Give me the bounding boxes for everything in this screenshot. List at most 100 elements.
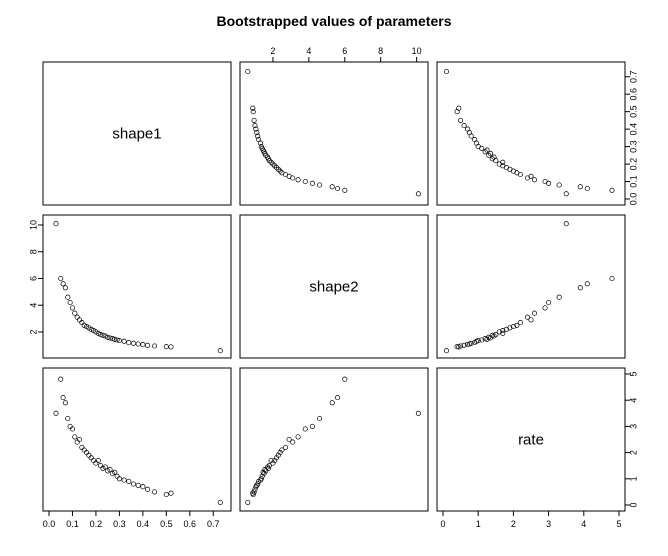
point-shape2-vs-rate-15 xyxy=(500,328,506,334)
point-shape1-vs-rate-20 xyxy=(491,154,497,160)
point-rate-vs-shape1-0 xyxy=(53,410,59,416)
point-shape1-vs-rate-19 xyxy=(489,156,495,162)
point-shape1-vs-rate-4 xyxy=(556,182,562,188)
point-rate-vs-shape2-17 xyxy=(268,457,274,464)
panel-shape1-shape2 xyxy=(239,61,429,206)
point-rate-vs-shape1-32 xyxy=(145,486,151,492)
y-tick-label-shape1-3: 0.3 xyxy=(628,140,638,153)
panel-shape1-shape1 xyxy=(42,61,232,206)
point-rate-vs-shape1-6 xyxy=(69,426,76,432)
point-rate-vs-shape2-19 xyxy=(265,465,271,471)
point-rate-vs-shape2-6 xyxy=(302,426,308,432)
point-shape2-vs-rate-36 xyxy=(443,348,450,354)
point-rate-vs-shape1-28 xyxy=(126,478,132,484)
point-rate-vs-shape2-10 xyxy=(282,444,289,450)
panel-rate-rate xyxy=(436,367,626,512)
point-shape2-vs-shape1-10 xyxy=(79,320,85,326)
point-rate-vs-shape1-35 xyxy=(168,490,174,496)
point-shape2-vs-shape1-36 xyxy=(217,348,223,354)
point-shape1-vs-shape2-28 xyxy=(256,137,262,143)
panels-layer: shape1 shape2 rate 0.0 0.1 0.2 0.3 0.4 0.5 0.6 0.7… xyxy=(28,46,638,529)
point-shape1-vs-shape2-5 xyxy=(309,180,315,186)
point-rate-vs-shape1-3 xyxy=(62,400,68,406)
point-shape2-vs-rate-10 xyxy=(517,320,523,326)
point-shape2-vs-shape1-21 xyxy=(105,334,111,340)
point-rate-vs-shape1-24 xyxy=(112,469,118,475)
point-shape2-vs-rate-32 xyxy=(461,342,467,348)
y-tick-label-shape1-5: 0.5 xyxy=(628,105,638,118)
y-tick-label-shape1-0: 0.0 xyxy=(628,193,638,206)
point-shape2-vs-rate-28 xyxy=(472,340,478,346)
point-rate-vs-shape2-8 xyxy=(290,439,296,445)
y-tick-label-shape1-6: 0.6 xyxy=(628,88,638,101)
point-rate-vs-shape2-29 xyxy=(255,481,261,487)
point-shape2-vs-rate-3 xyxy=(577,285,583,291)
point-shape2-vs-shape1-19 xyxy=(100,332,106,338)
point-shape2-vs-rate-1 xyxy=(609,275,615,282)
point-rate-vs-shape2-23 xyxy=(261,471,267,477)
point-shape1-vs-shape2-2 xyxy=(335,185,341,192)
x-tick-label-rate-0: 0 xyxy=(440,519,445,529)
point-rate-vs-shape2-33 xyxy=(251,489,257,495)
point-shape1-vs-rate-35 xyxy=(456,105,462,111)
point-rate-vs-shape2-3 xyxy=(329,400,335,406)
point-shape2-vs-shape1-0 xyxy=(53,221,59,227)
x-tick-label-shape2-4: 10 xyxy=(412,46,422,56)
y-tick-label-rate-2: 2 xyxy=(628,450,638,455)
point-shape2-vs-rate-24 xyxy=(484,336,490,342)
x-tick-label-shape1-0: 0.0 xyxy=(43,519,56,529)
point-shape1-vs-rate-6 xyxy=(542,178,548,185)
point-rate-vs-shape1-36 xyxy=(217,499,223,505)
panel-shape2-shape1 xyxy=(42,214,232,359)
point-rate-vs-shape2-4 xyxy=(317,415,323,422)
point-rate-vs-shape1-9 xyxy=(76,436,83,443)
point-shape1-vs-shape2-35 xyxy=(250,105,256,111)
point-shape2-vs-shape1-29 xyxy=(130,340,137,346)
x-tick-label-shape1-4: 0.4 xyxy=(137,519,150,529)
point-rate-vs-shape2-9 xyxy=(286,436,292,443)
point-rate-vs-shape2-18 xyxy=(266,463,272,469)
point-shape1-vs-shape2-31 xyxy=(253,126,259,132)
point-shape2-vs-rate-4 xyxy=(556,294,562,300)
point-rate-vs-shape1-4 xyxy=(65,415,71,422)
point-shape1-vs-shape2-32 xyxy=(252,123,258,129)
x-tick-label-shape2-0: 2 xyxy=(270,46,275,56)
point-shape2-vs-shape1-31 xyxy=(140,342,146,348)
x-tick-label-rate-4: 4 xyxy=(581,519,586,529)
point-shape2-vs-rate-9 xyxy=(528,317,534,323)
y-tick-label-shape2-0: 2 xyxy=(28,329,38,334)
point-shape2-vs-shape1-33 xyxy=(152,343,158,349)
point-shape1-vs-rate-0 xyxy=(563,191,569,197)
point-rate-vs-shape2-12 xyxy=(277,450,283,456)
y-tick-label-shape1-4: 0.4 xyxy=(628,123,638,136)
diagonal-label-shape1: shape1 xyxy=(112,126,161,143)
point-shape1-vs-shape2-36 xyxy=(245,68,251,75)
point-shape1-vs-shape2-12 xyxy=(277,168,283,174)
x-tick-label-shape2-2: 6 xyxy=(342,46,347,56)
point-shape1-vs-shape2-4 xyxy=(317,182,323,188)
point-shape1-vs-rate-24 xyxy=(484,147,490,153)
panel-shape1-rate xyxy=(436,61,626,206)
point-shape1-vs-shape2-7 xyxy=(295,177,301,183)
point-shape2-vs-rate-35 xyxy=(456,344,462,350)
point-shape2-vs-shape1-3 xyxy=(62,285,68,291)
point-rate-vs-shape2-35 xyxy=(250,490,256,496)
point-rate-vs-shape2-0 xyxy=(415,410,421,416)
point-shape1-vs-rate-1 xyxy=(609,187,615,193)
point-shape1-vs-shape2-14 xyxy=(273,165,280,171)
point-shape2-vs-shape1-26 xyxy=(116,338,122,344)
y-tick-label-shape2-2: 6 xyxy=(28,276,38,281)
point-shape2-vs-rate-14 xyxy=(503,326,509,332)
point-rate-vs-shape2-31 xyxy=(253,484,259,490)
point-shape2-vs-rate-31 xyxy=(465,342,471,348)
point-shape1-vs-shape2-26 xyxy=(258,144,264,150)
panel-shape2-shape2 xyxy=(239,214,429,359)
point-rate-vs-shape1-30 xyxy=(135,482,141,488)
point-shape2-vs-shape1-1 xyxy=(58,275,64,282)
point-shape1-vs-shape2-16 xyxy=(270,161,276,167)
x-tick-label-shape1-6: 0.6 xyxy=(184,519,197,529)
point-rate-vs-shape2-5 xyxy=(309,423,315,429)
diagonal-label-shape2: shape2 xyxy=(309,279,358,296)
point-shape2-vs-shape1-2 xyxy=(60,281,66,287)
